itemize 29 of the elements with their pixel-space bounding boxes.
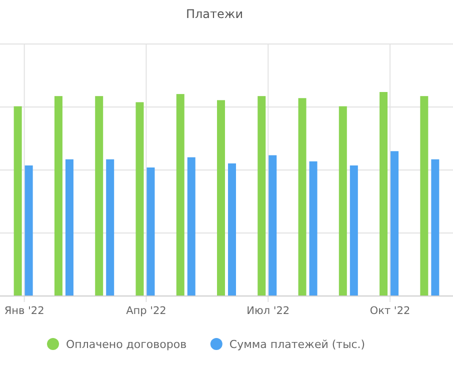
bar (258, 96, 266, 296)
bar (54, 96, 62, 296)
bar (24, 165, 33, 296)
bar (176, 94, 184, 296)
bar (338, 106, 347, 296)
legend-label: Сумма платежей (тыс.) (229, 338, 366, 351)
bar (106, 159, 114, 296)
bar (228, 163, 236, 296)
bar (309, 161, 318, 296)
bar (217, 100, 225, 296)
bar (390, 151, 399, 296)
bar (420, 96, 428, 296)
bar (136, 102, 144, 296)
bar (95, 96, 104, 296)
bar (14, 106, 22, 296)
bar (187, 157, 196, 296)
bar (268, 155, 277, 296)
x-tick-label: Янв '22 (4, 305, 44, 317)
bar (65, 159, 74, 296)
bar (350, 165, 358, 296)
bar (146, 167, 155, 296)
x-tick-label: Июл '22 (246, 305, 290, 317)
bar (298, 98, 306, 296)
bar (431, 159, 440, 296)
chart-title: Платежи (186, 7, 244, 21)
x-tick-label: Апр '22 (126, 305, 166, 317)
legend-label: Оплачено договоров (66, 338, 187, 351)
x-tick-label: Окт '22 (370, 305, 410, 317)
bar (380, 92, 388, 296)
